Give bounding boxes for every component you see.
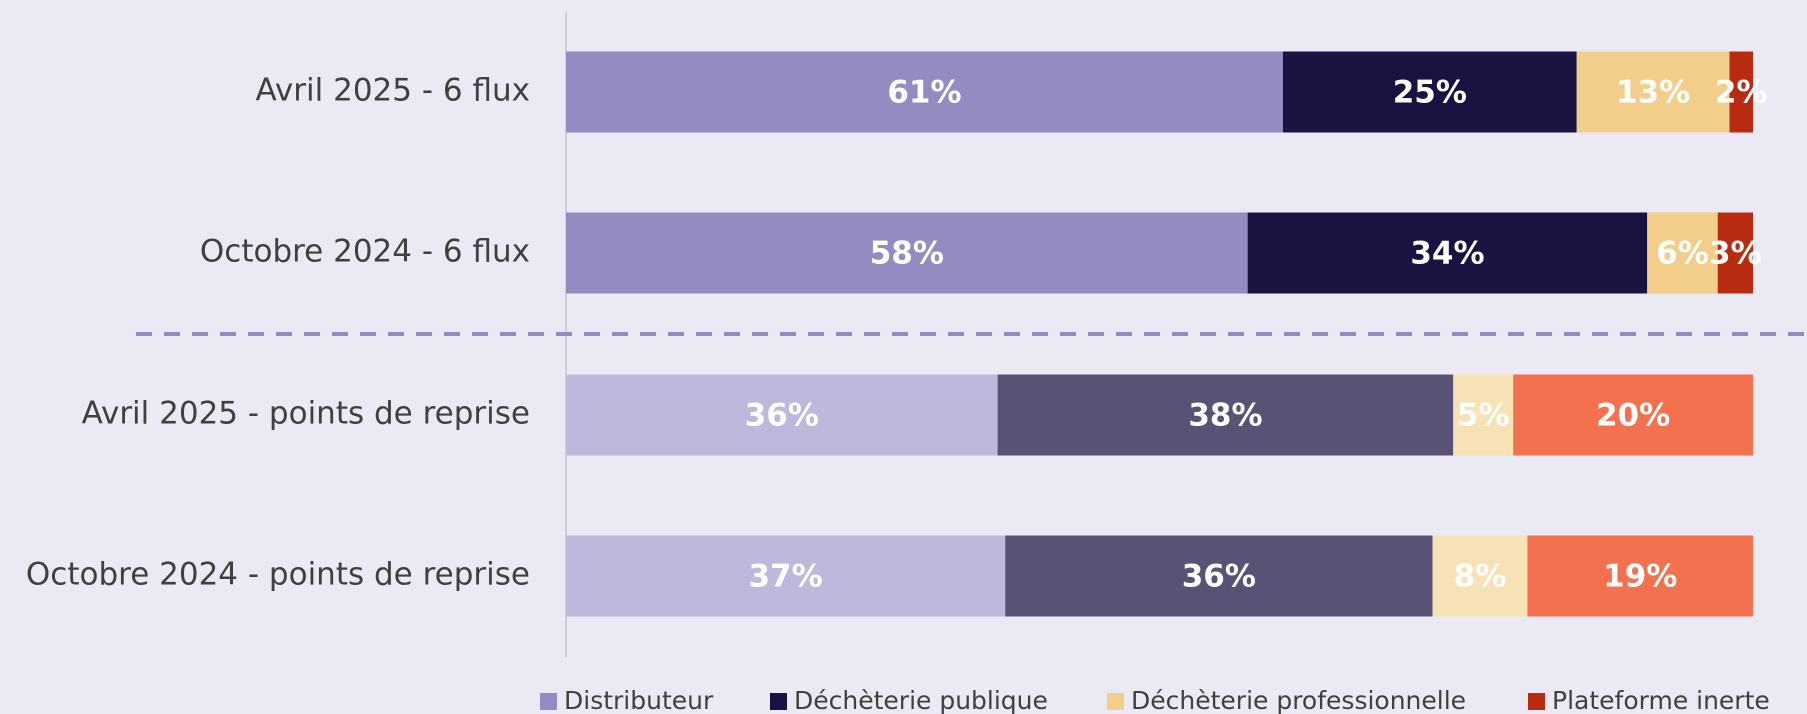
bar-segment (997, 374, 1454, 456)
legend-swatch (540, 693, 557, 710)
category-label: Avril 2025 - 6 flux (256, 73, 530, 109)
value-label: 25% (1393, 75, 1467, 111)
bar-segment (1282, 51, 1577, 133)
value-label: 5% (1457, 398, 1510, 434)
value-label: 36% (1182, 559, 1256, 595)
bar-segment (1247, 212, 1648, 294)
bar-segment (1717, 212, 1753, 294)
category-label: Avril 2025 - points de reprise (82, 396, 530, 432)
bar-segment (1453, 374, 1514, 456)
value-label: 61% (887, 75, 961, 111)
value-label: 38% (1188, 398, 1262, 434)
legend-label: Déchèterie publique (794, 686, 1048, 714)
value-label: 58% (870, 236, 944, 272)
value-label: 36% (745, 398, 819, 434)
bar-segment (566, 51, 1283, 133)
value-label: 8% (1454, 559, 1507, 595)
bar-segment (566, 374, 998, 456)
bar-segment (1513, 374, 1753, 456)
category-label: Octobre 2024 - points de reprise (26, 557, 530, 593)
bar-segment (1005, 535, 1433, 617)
legend-label: Plateforme inerte (1552, 686, 1770, 714)
value-label: 37% (748, 559, 822, 595)
legend-label: Distributeur (564, 686, 714, 714)
legend-swatch (1528, 693, 1545, 710)
bar-segment (1432, 535, 1528, 617)
legend-label: Déchèterie professionnelle (1131, 686, 1466, 714)
value-label: 34% (1410, 236, 1484, 272)
bar-segment (1576, 51, 1730, 133)
bar-segment (566, 535, 1006, 617)
value-label: 20% (1596, 398, 1670, 434)
value-label: 6% (1656, 236, 1709, 272)
legend-swatch (1107, 693, 1124, 710)
value-label: 13% (1616, 75, 1690, 111)
bar-segment (566, 212, 1248, 294)
value-label: 2% (1715, 75, 1768, 111)
value-label: 19% (1603, 559, 1677, 595)
bar-segment (1647, 212, 1718, 294)
bar-segment (1729, 51, 1753, 133)
category-label: Octobre 2024 - 6 flux (200, 234, 530, 270)
value-label: 3% (1709, 236, 1762, 272)
legend-swatch (770, 693, 787, 710)
bar-segment (1527, 535, 1753, 617)
